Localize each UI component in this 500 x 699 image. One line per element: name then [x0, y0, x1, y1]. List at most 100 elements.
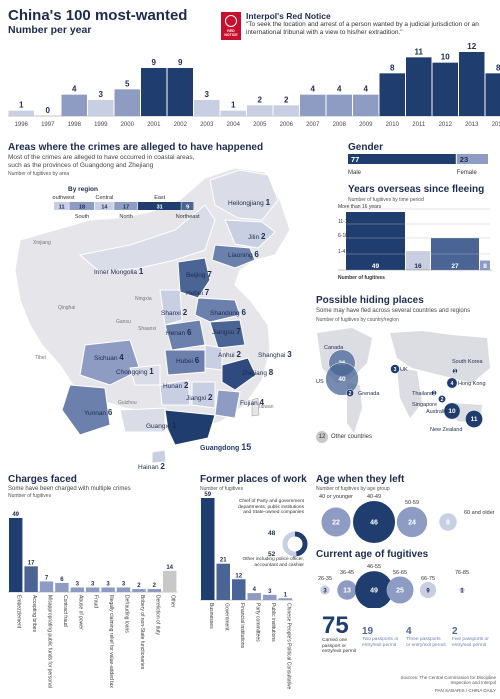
work-value-label: 4: [253, 587, 257, 593]
china-map: [14, 167, 291, 464]
province-value: 7: [207, 270, 212, 279]
age-current-category-label: 46-55: [367, 564, 381, 570]
red-notice-badge: RED NOTICE: [221, 12, 241, 40]
gender-chart: 77 23 Male Female: [348, 154, 488, 176]
province-name: Chongqing: [116, 369, 150, 376]
hiding-bubble-value: 11: [471, 416, 478, 423]
province-name-unlabeled: Tibet: [35, 355, 46, 361]
province-label: Chongqing 1: [116, 367, 154, 376]
region-name-label: South: [75, 214, 89, 220]
province-name: Zhejiang: [242, 370, 269, 377]
charges-bar: [163, 570, 177, 592]
hiding-bubble-value: 1: [433, 391, 436, 397]
year-tick-label: 2014: [492, 122, 500, 128]
province-value: 2: [261, 232, 266, 241]
work-value-label: 1: [284, 592, 288, 598]
charges-bar: [116, 587, 131, 592]
year-bar: [247, 105, 273, 116]
age-left-bubble: [321, 507, 351, 537]
overseas-bar: [346, 212, 405, 270]
by-region-label: By region: [68, 186, 98, 193]
province-name-unlabeled: Qinghai: [58, 305, 76, 311]
year-value-label: 9: [178, 58, 183, 67]
province-label: Jilin 2: [248, 232, 265, 241]
year-bar: [114, 89, 140, 116]
province-name: Anhui: [218, 352, 237, 359]
province-value: 1: [265, 198, 271, 207]
charges-value-label: 49: [12, 512, 19, 518]
age-left-subtitle: Number of fugitives by age group: [316, 486, 390, 492]
province-guangdong: [164, 409, 216, 446]
charges-category-label: Abuse of power: [77, 595, 83, 630]
hiding-bubble-value: 1: [454, 369, 457, 375]
passport-item-value: 19: [362, 626, 374, 637]
passport-item-five: 2 Five passports or entry/exit permit: [452, 626, 492, 648]
charges-category-label: Dereliction of duty: [154, 595, 160, 636]
sources: Sources: The Central Commission for Disc…: [400, 675, 496, 686]
age-current-bubble: [355, 571, 393, 608]
hiding-place-name: South Korea: [452, 359, 484, 365]
work-value-label: 12: [235, 573, 242, 579]
charges-value-label: 7: [45, 575, 49, 581]
province-value: 2: [236, 350, 241, 359]
province-label: Beijing 7: [186, 270, 212, 279]
charges-value-label: 6: [60, 577, 64, 583]
year-value-label: 0: [46, 106, 51, 115]
charges-bar: [9, 518, 23, 592]
gov-split-donut: 48 52: [268, 530, 308, 558]
hiding-bubble: [452, 368, 458, 374]
region-name-label: Northeast: [176, 214, 200, 220]
province-label: Inner Mongolia 1: [94, 267, 143, 276]
work-value-label: 3: [268, 589, 272, 595]
charges-value-label: 3: [76, 581, 80, 587]
year-value-label: 11: [415, 47, 424, 56]
province-jiangsu: [209, 319, 246, 349]
province-name-unlabeled: Xinjiang: [33, 240, 51, 246]
year-bar: [8, 110, 34, 116]
province-label: Shanxi 2: [161, 308, 187, 317]
donut-slice: [294, 531, 308, 557]
charges-bar: [24, 566, 38, 592]
hiding-title: Possible hiding places: [316, 295, 424, 306]
charges-category-label: Accepting bribes: [31, 595, 37, 632]
province-label: Liaoning 6: [228, 250, 259, 259]
province-hainan: [151, 449, 167, 464]
years-overseas-subtitle: Number of fugitives by time period: [348, 197, 424, 203]
hiding-place-name: Hong Kong: [458, 381, 486, 387]
workplaces-title: Former places of work: [200, 474, 307, 485]
donut-slice: [282, 531, 297, 557]
passport-item-value: 2: [452, 626, 458, 637]
gov-split-label-chiefs: Chief of Party and government department…: [238, 499, 304, 516]
region-value-label: 17: [123, 205, 129, 211]
province-label: Heilongjiang 1: [228, 198, 270, 207]
page-title: China's 100 most-wanted: [8, 7, 188, 24]
region-value-label: 14: [101, 205, 108, 211]
age-current-bubble: [419, 581, 437, 599]
province-value: 6: [186, 328, 192, 337]
other-countries-label: Other countries: [331, 434, 373, 440]
province-label: Hubei 6: [176, 356, 199, 365]
year-value-label: 8: [390, 63, 395, 72]
age-current-bubble: [459, 587, 465, 593]
passport-item-three: 4 Three passports or entry/exit permit: [406, 626, 446, 648]
region-bar: [94, 202, 114, 210]
province-name-unlabeled: Gansu: [116, 319, 131, 325]
age-current-chart: 3 26-35 13 36-45 49 46-55 25 56-65 9 66-75 1 76-85: [318, 564, 469, 608]
work-category-label: Chinese People's Political Consultative …: [285, 603, 291, 690]
region-name-label: Southwest: [52, 195, 75, 201]
province-name: Hebei: [186, 290, 205, 297]
hiding-bubble: [346, 389, 354, 397]
age-current-title: Current age of fugitives: [316, 549, 429, 560]
year-tick-label: 2006: [280, 122, 294, 128]
year-tick-label: 2010: [386, 122, 400, 128]
donut-value-other: 52: [268, 551, 276, 558]
age-left-category-label: 40 or younger: [319, 494, 353, 500]
year-tick-label: 2009: [359, 122, 373, 128]
province-label: Henan 6: [166, 328, 191, 337]
region-bar: [114, 202, 138, 210]
province-value: 7: [204, 288, 210, 297]
province-name: Jilin: [248, 234, 262, 241]
page-subtitle: Number per year: [8, 24, 92, 36]
overseas-category-label: 11-15: [338, 219, 351, 225]
province-hunan: [159, 379, 191, 406]
